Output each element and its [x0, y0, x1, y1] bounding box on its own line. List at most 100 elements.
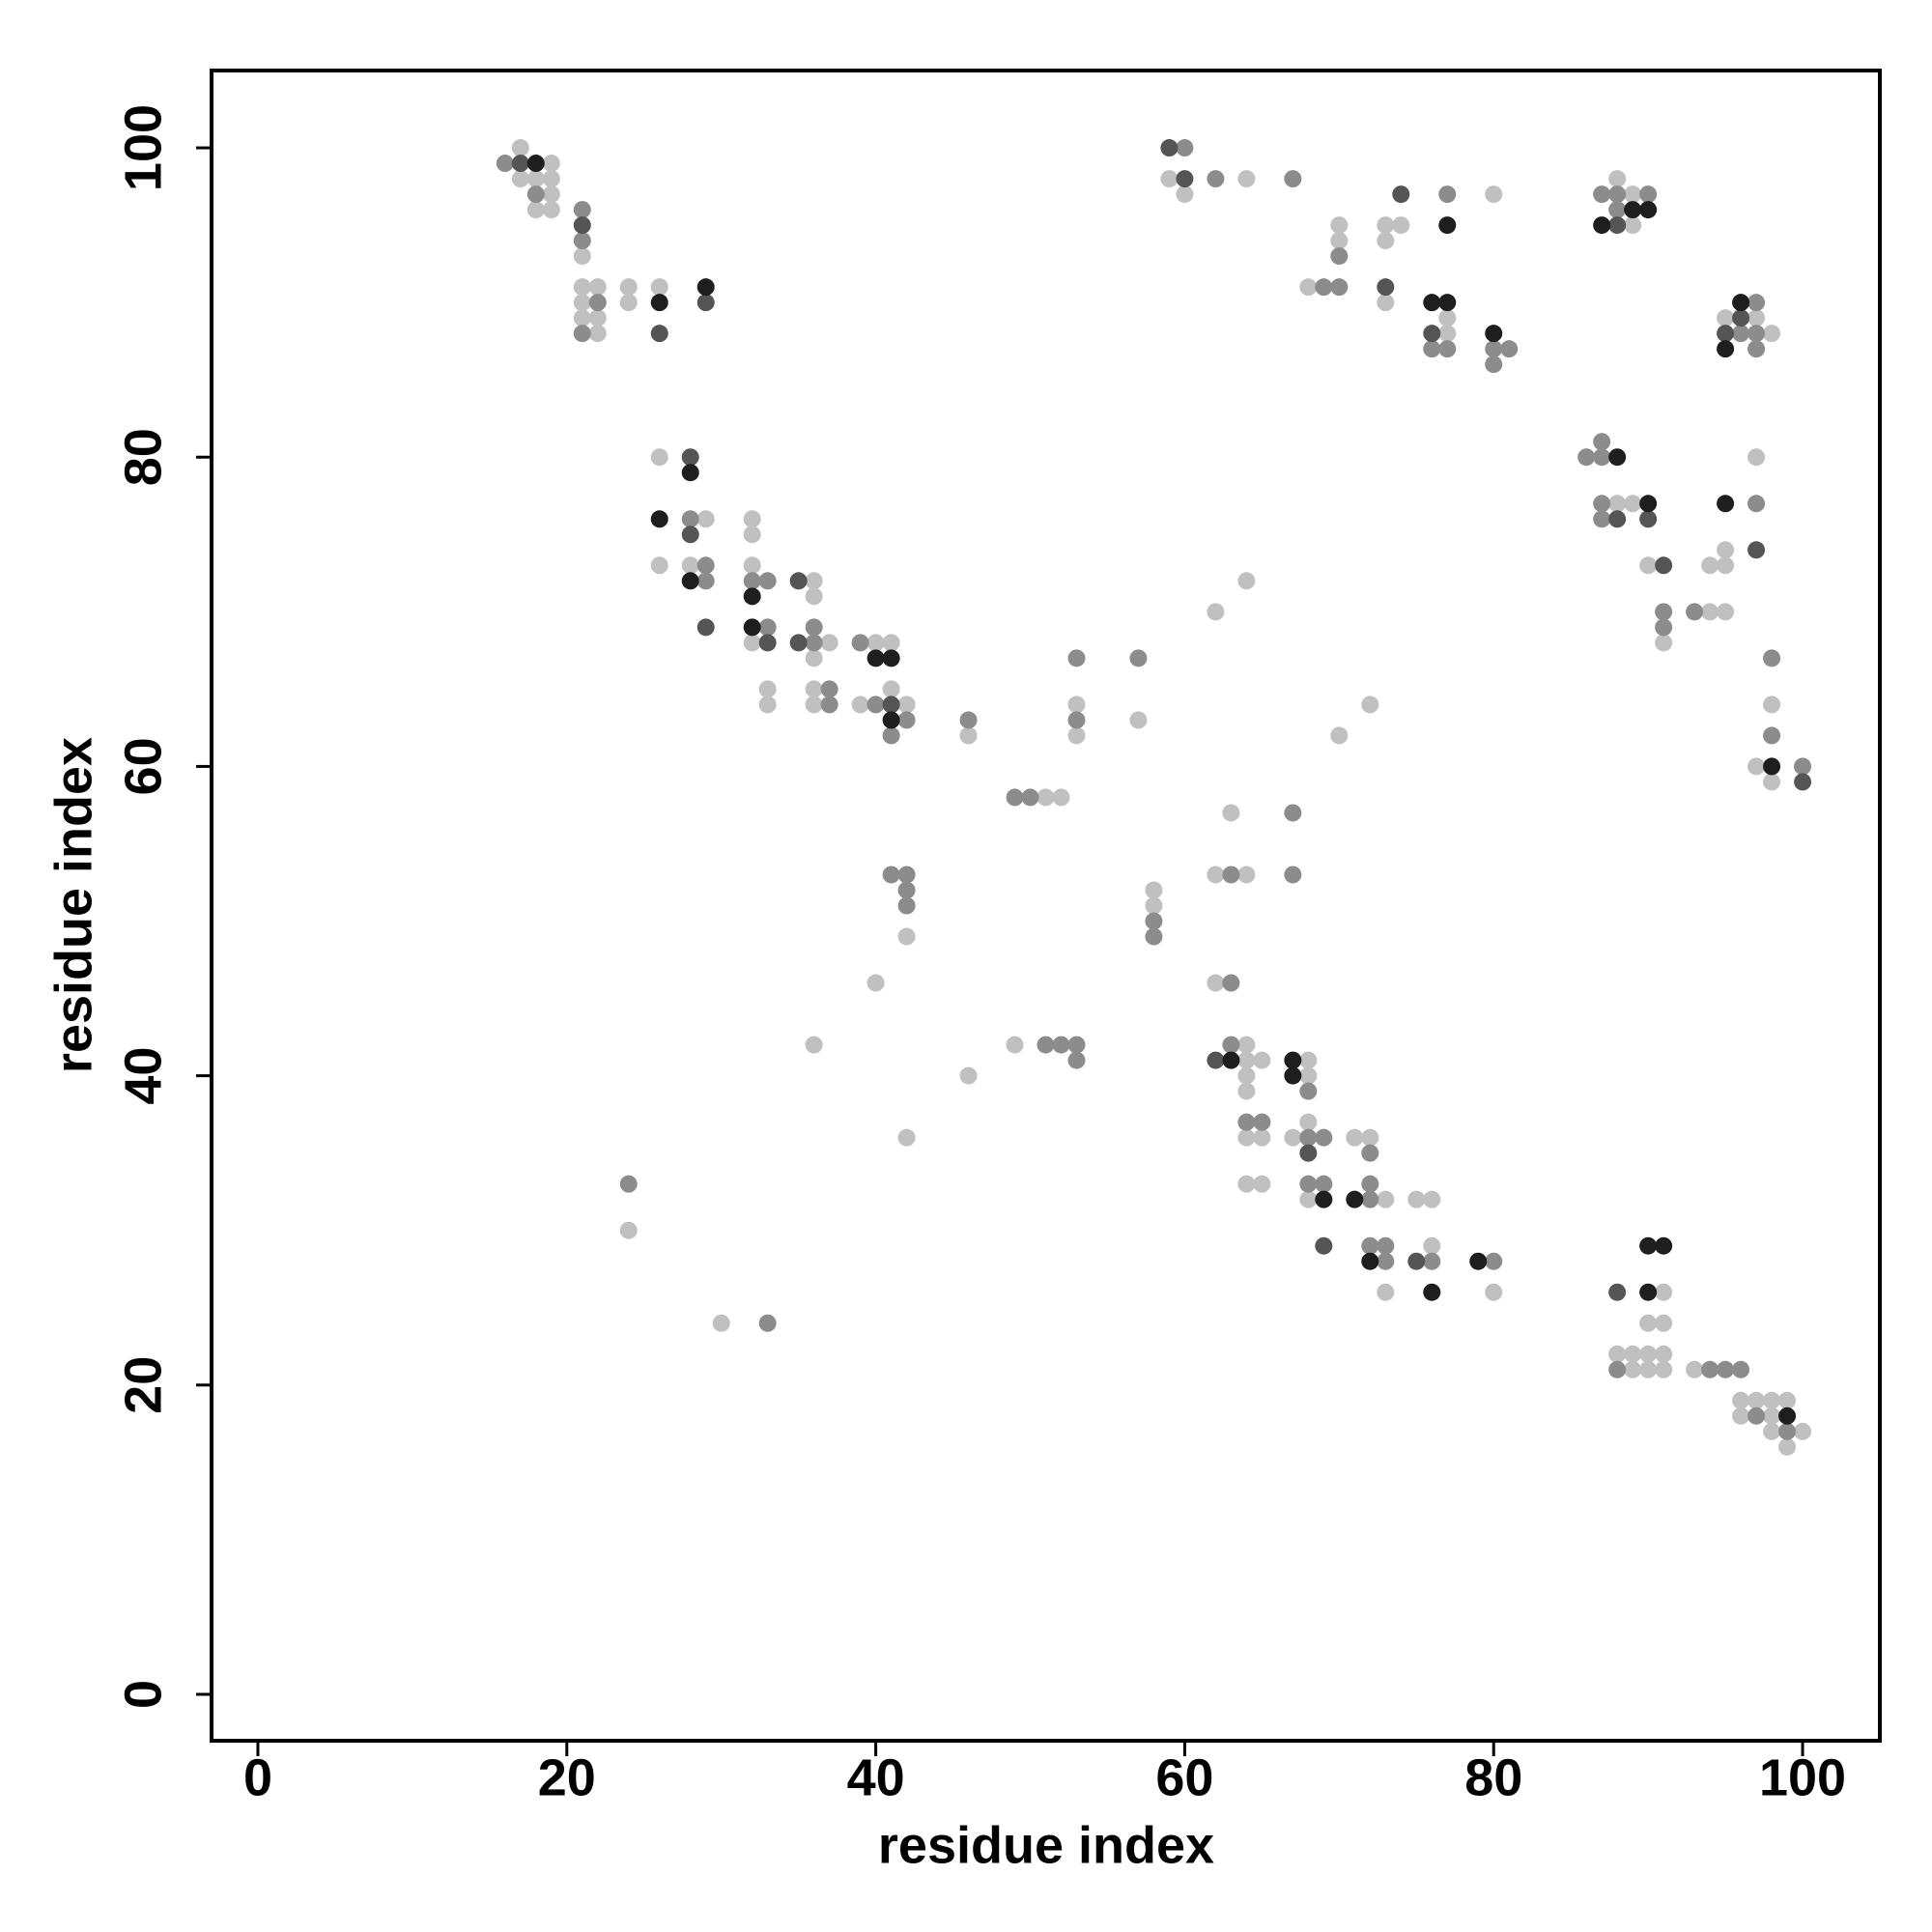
contact-point — [1377, 1283, 1395, 1301]
contact-point — [1222, 974, 1240, 992]
y-tick-label: 40 — [114, 1047, 172, 1105]
contact-point — [1732, 1406, 1750, 1425]
contact-point — [1377, 294, 1395, 312]
contact-point — [805, 1036, 823, 1054]
contact-point — [1717, 340, 1735, 358]
contact-point — [681, 448, 699, 467]
contact-point — [1763, 649, 1781, 668]
contact-point — [1129, 711, 1148, 729]
contact-point — [1639, 1360, 1658, 1378]
contact-point — [1006, 1036, 1024, 1054]
contact-point — [1608, 448, 1627, 467]
contact-point — [1067, 1036, 1086, 1054]
contact-point — [1655, 1345, 1673, 1363]
contact-point — [1701, 603, 1719, 621]
contact-point — [1747, 448, 1766, 467]
contact-point — [897, 927, 916, 946]
contact-point — [681, 572, 699, 590]
contact-point — [867, 634, 885, 652]
contact-point — [882, 680, 900, 698]
contact-point — [1593, 185, 1611, 204]
contact-point — [542, 155, 560, 173]
contact-point — [820, 696, 838, 714]
contact-point — [805, 587, 823, 606]
contact-point — [1284, 1066, 1302, 1085]
contact-point — [1593, 216, 1611, 235]
contact-point — [1299, 278, 1318, 297]
contact-point — [1315, 278, 1333, 297]
contact-point — [758, 1314, 777, 1332]
contact-point — [758, 680, 777, 698]
contact-point — [1253, 1113, 1271, 1131]
contact-point — [805, 618, 823, 637]
contact-point — [1284, 1051, 1302, 1069]
contact-point — [1361, 1175, 1379, 1193]
contact-point — [1438, 309, 1457, 327]
contact-point — [1145, 896, 1163, 915]
contact-point — [681, 526, 699, 544]
contact-point — [1763, 1422, 1781, 1440]
contact-point — [1253, 1175, 1271, 1193]
contact-point — [588, 325, 607, 343]
contact-point — [1160, 170, 1179, 188]
contact-point — [526, 185, 545, 204]
contact-point — [805, 572, 823, 590]
contact-point — [897, 881, 916, 899]
contact-point — [1655, 1314, 1673, 1332]
contact-point — [758, 696, 777, 714]
contact-point — [1237, 1113, 1256, 1131]
contact-point — [1608, 495, 1627, 513]
x-tick-label: 0 — [243, 1748, 272, 1806]
contact-point — [588, 278, 607, 297]
contact-point — [805, 649, 823, 668]
contact-point — [1392, 216, 1410, 235]
contact-point — [1639, 201, 1658, 219]
contact-point — [1639, 556, 1658, 575]
contact-point — [1438, 294, 1457, 312]
y-tick-label: 60 — [114, 737, 172, 795]
contact-point — [511, 170, 529, 188]
contact-point — [1701, 556, 1719, 575]
contact-point — [1361, 696, 1379, 714]
contact-point — [897, 696, 916, 714]
contact-point — [1377, 278, 1395, 297]
contact-point — [1763, 696, 1781, 714]
contact-point — [573, 278, 591, 297]
contact-point — [696, 278, 715, 297]
contact-point — [1608, 185, 1627, 204]
contact-point — [1608, 1360, 1627, 1378]
contact-point — [696, 572, 715, 590]
contact-point — [588, 294, 607, 312]
contact-point — [1485, 355, 1503, 374]
contact-point — [573, 247, 591, 266]
contact-point — [1485, 1283, 1503, 1301]
contact-point — [1237, 866, 1256, 884]
contact-point — [1639, 495, 1658, 513]
contact-point — [1624, 1345, 1642, 1363]
contact-point — [1624, 201, 1642, 219]
contact-point — [1593, 433, 1611, 451]
contact-point — [681, 510, 699, 528]
contact-point — [1330, 247, 1349, 266]
contact-point — [511, 139, 529, 157]
contact-point — [758, 618, 777, 637]
contact-point — [1639, 1314, 1658, 1332]
y-tick-label: 80 — [114, 428, 172, 486]
contact-point — [1299, 1082, 1318, 1100]
contact-point — [1284, 170, 1302, 188]
contact-point — [1747, 757, 1766, 776]
contact-point — [1067, 711, 1086, 729]
contact-point — [743, 572, 761, 590]
contact-point — [1747, 1391, 1766, 1409]
contact-point — [696, 556, 715, 575]
contact-point — [897, 896, 916, 915]
contact-point — [1346, 1190, 1364, 1208]
contact-point — [1067, 726, 1086, 745]
contact-point — [511, 155, 529, 173]
x-tick-label: 20 — [538, 1748, 596, 1806]
contact-point — [1315, 1128, 1333, 1147]
contact-point — [1299, 1190, 1318, 1208]
contact-point — [1423, 294, 1441, 312]
contact-point — [650, 448, 668, 467]
